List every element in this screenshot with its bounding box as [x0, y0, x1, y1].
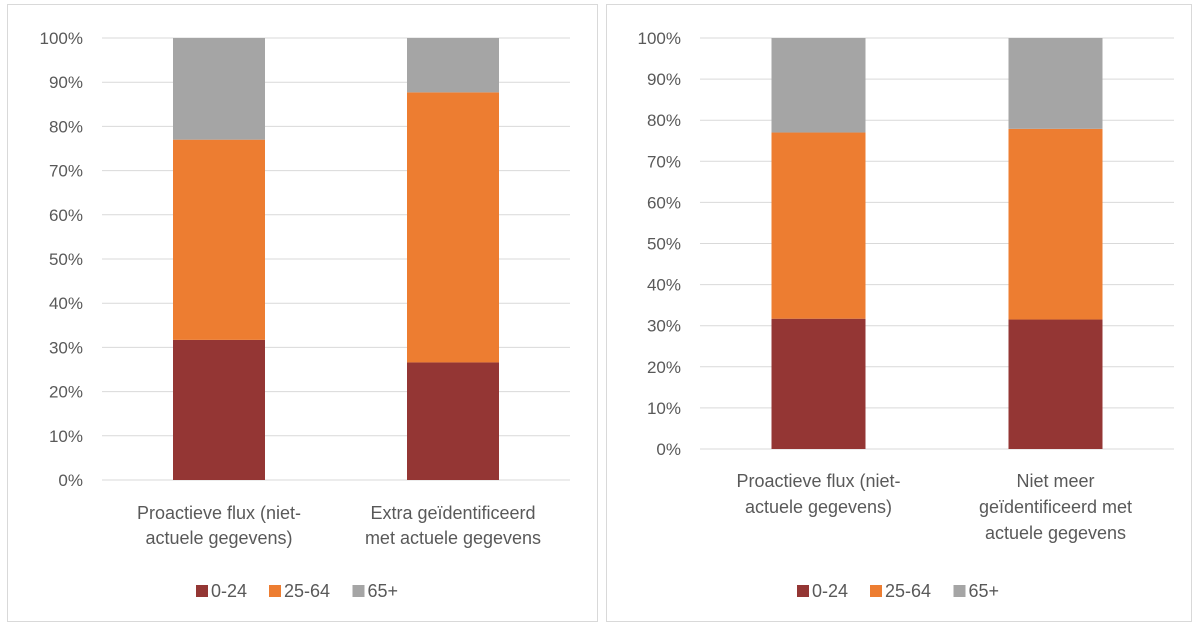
bar-segment-65+ [173, 38, 265, 140]
y-tick-label: 60% [647, 193, 681, 212]
y-tick-label: 90% [647, 70, 681, 89]
bar-segment-0-24 [771, 318, 866, 449]
bar-segment-25-64 [1008, 128, 1103, 320]
y-tick-label: 50% [647, 235, 681, 254]
x-category-label: actuele gegevens [985, 523, 1126, 543]
y-tick-label: 30% [49, 338, 83, 357]
x-category-label: geïdentificeerd met [979, 497, 1132, 517]
legend-label: 0-24 [211, 581, 247, 601]
bar-segment-25-64 [407, 92, 499, 363]
bar-segment-65+ [771, 38, 866, 133]
y-tick-label: 30% [647, 317, 681, 336]
bar-segment-0-24 [173, 339, 265, 480]
chart-right: 0% 10% 20% 30% 40% 50% 60% 70% 80% 90% 100% Proacti… [638, 29, 1174, 601]
y-tick-label: 40% [647, 276, 681, 295]
legend-swatch-65+ [352, 585, 365, 597]
chart-left: 0% 10% 20% 30% 40% 50% 60% 70% 80% 90% 100% Proacti… [40, 29, 570, 601]
x-category-label: Extra geïdentificeerd [370, 503, 535, 523]
y-tick-label: 100% [638, 29, 681, 48]
y-tick-label: 70% [647, 152, 681, 171]
y-tick-label: 70% [49, 162, 83, 181]
y-tick-label: 60% [49, 206, 83, 225]
legend-label: 25-64 [284, 581, 330, 601]
legend-label: 65+ [368, 581, 399, 601]
bar-segment-25-64 [771, 132, 866, 319]
legend-label: 0-24 [812, 581, 848, 601]
x-category-label: met actuele gegevens [365, 528, 541, 548]
x-category-label: Proactieve flux (niet- [736, 471, 900, 491]
legend-swatch-0-24 [196, 585, 208, 597]
legend-label: 25-64 [885, 581, 931, 601]
bar-segment-0-24 [407, 362, 499, 480]
y-tick-label: 20% [647, 358, 681, 377]
x-category-label: Proactieve flux (niet- [137, 503, 301, 523]
x-category-label: actuele gegevens) [145, 528, 292, 548]
y-tick-label: 50% [49, 250, 83, 269]
y-tick-label: 80% [647, 111, 681, 130]
bar-segment-65+ [407, 38, 499, 93]
y-tick-label: 80% [49, 117, 83, 136]
legend-swatch-0-24 [797, 585, 809, 597]
y-tick-label: 40% [49, 294, 83, 313]
y-tick-label: 0% [656, 440, 681, 459]
bar-segment-0-24 [1008, 319, 1103, 449]
bar-segment-25-64 [173, 139, 265, 340]
y-tick-label: 20% [49, 383, 83, 402]
y-tick-label: 0% [58, 471, 83, 490]
chart-panel-left: 0% 10% 20% 30% 40% 50% 60% 70% 80% 90% 100% Proacti… [7, 4, 598, 622]
y-tick-label: 10% [49, 427, 83, 446]
chart-panel-right: 0% 10% 20% 30% 40% 50% 60% 70% 80% 90% 100% Proacti… [606, 4, 1192, 622]
legend-swatch-25-64 [870, 585, 882, 597]
legend-swatch-65+ [953, 585, 966, 597]
y-tick-label: 90% [49, 73, 83, 92]
y-tick-label: 10% [647, 399, 681, 418]
y-tick-label: 100% [40, 29, 83, 48]
bar-segment-65+ [1008, 38, 1103, 129]
x-category-label: Niet meer [1016, 471, 1094, 491]
legend-label: 65+ [969, 581, 1000, 601]
x-category-label: actuele gegevens) [745, 497, 892, 517]
legend-swatch-25-64 [269, 585, 281, 597]
